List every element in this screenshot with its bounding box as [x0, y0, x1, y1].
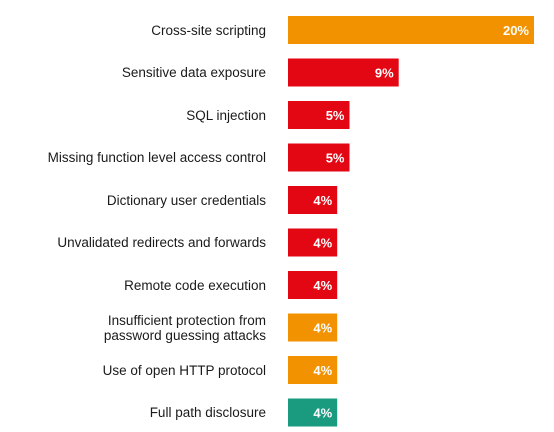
bar-value-label-2: 5%	[326, 108, 345, 123]
category-label-2: SQL injection	[4, 108, 266, 123]
bar-value-label-8: 4%	[313, 363, 332, 378]
category-label-7: Insufficient protection from password gu…	[4, 313, 266, 343]
category-label-3: Missing function level access control	[4, 150, 266, 165]
bar-0	[288, 16, 534, 44]
bar-value-label-3: 5%	[326, 151, 345, 166]
bar-value-label-7: 4%	[313, 321, 332, 336]
category-label-8: Use of open HTTP protocol	[4, 363, 266, 378]
category-label-5: Unvalidated redirects and forwards	[4, 235, 266, 250]
category-label-9: Full path disclosure	[4, 405, 266, 420]
bar-value-label-5: 4%	[313, 236, 332, 251]
bar-value-label-4: 4%	[313, 193, 332, 208]
category-label-1: Sensitive data exposure	[4, 65, 266, 80]
bar-value-label-1: 9%	[375, 66, 394, 81]
bar-value-label-6: 4%	[313, 278, 332, 293]
bar-value-label-9: 4%	[313, 406, 332, 421]
category-label-4: Dictionary user credentials	[4, 193, 266, 208]
category-label-6: Remote code execution	[4, 278, 266, 293]
category-label-0: Cross-site scripting	[4, 23, 266, 38]
bar-value-label-0: 20%	[503, 23, 529, 38]
